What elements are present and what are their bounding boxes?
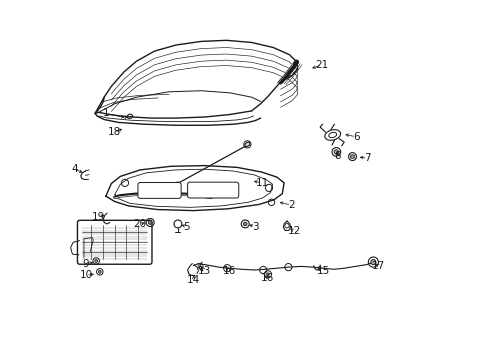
Text: 20: 20 — [133, 219, 145, 229]
Text: 17: 17 — [371, 261, 384, 271]
Text: 10: 10 — [80, 270, 92, 280]
Text: 6: 6 — [352, 132, 359, 142]
Circle shape — [148, 221, 152, 224]
Circle shape — [333, 150, 338, 154]
Text: 9: 9 — [82, 258, 89, 269]
Circle shape — [95, 260, 98, 262]
Circle shape — [370, 260, 375, 265]
Text: 13: 13 — [197, 266, 210, 276]
Text: 12: 12 — [288, 226, 301, 236]
Text: 5: 5 — [183, 222, 190, 232]
Text: 3: 3 — [251, 222, 258, 232]
Text: 21: 21 — [315, 60, 328, 70]
FancyBboxPatch shape — [77, 220, 152, 264]
Text: 14: 14 — [186, 275, 200, 285]
Circle shape — [98, 270, 101, 273]
Ellipse shape — [174, 182, 180, 187]
Ellipse shape — [244, 142, 249, 147]
FancyBboxPatch shape — [187, 182, 238, 198]
Circle shape — [266, 273, 269, 276]
Text: 1: 1 — [102, 108, 109, 118]
Text: 16: 16 — [261, 273, 274, 283]
FancyBboxPatch shape — [138, 183, 181, 198]
Text: 15: 15 — [316, 266, 329, 276]
Circle shape — [350, 155, 354, 158]
Text: 16: 16 — [223, 266, 236, 276]
Circle shape — [243, 222, 246, 226]
Text: 2: 2 — [287, 200, 294, 210]
Text: 7: 7 — [364, 153, 370, 163]
Text: 8: 8 — [333, 150, 340, 161]
Text: 18: 18 — [107, 127, 121, 138]
Text: 11: 11 — [255, 178, 268, 188]
Text: 19: 19 — [92, 212, 105, 222]
Text: 4: 4 — [71, 164, 78, 174]
